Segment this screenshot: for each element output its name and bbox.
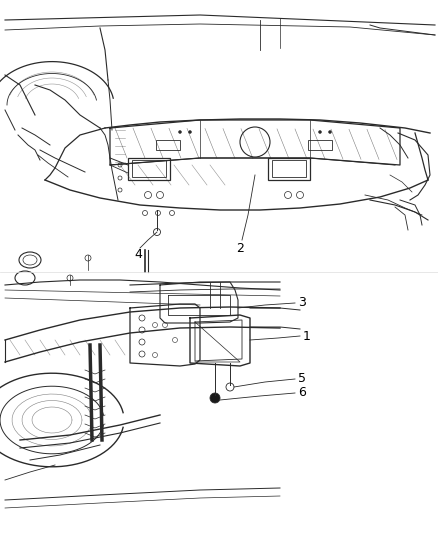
Circle shape [328,131,332,133]
Text: 4: 4 [134,247,142,261]
Circle shape [318,131,321,133]
Text: 2: 2 [236,241,244,254]
Text: 3: 3 [298,295,306,309]
Text: 6: 6 [298,385,306,399]
Text: 5: 5 [298,372,306,384]
Circle shape [179,131,181,133]
Circle shape [210,393,220,403]
Circle shape [188,131,191,133]
Text: 1: 1 [303,329,311,343]
